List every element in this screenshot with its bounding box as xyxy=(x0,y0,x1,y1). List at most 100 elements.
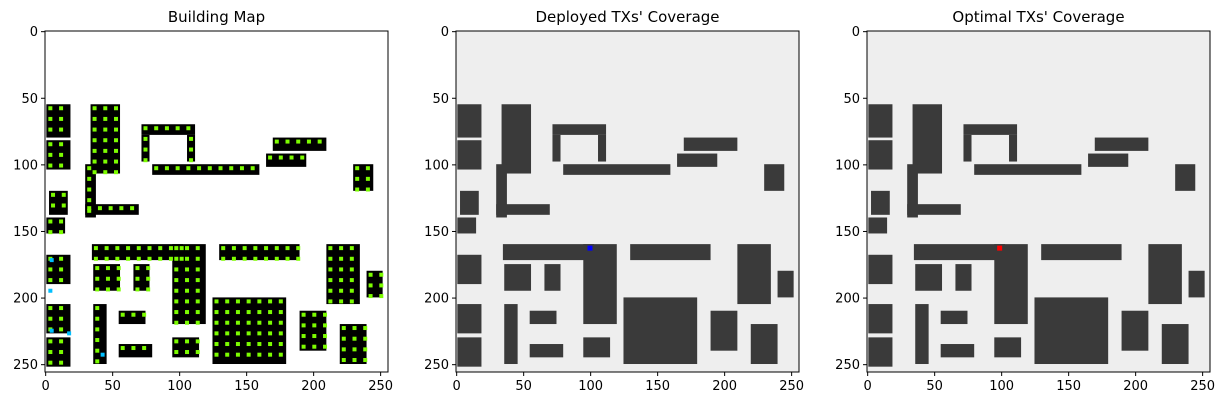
building-16 xyxy=(133,264,150,291)
candidate-point xyxy=(278,320,283,325)
candidate-point xyxy=(268,331,273,336)
candidate-point xyxy=(164,126,169,131)
candidate-point xyxy=(61,192,66,197)
candidate-point xyxy=(143,136,148,141)
candidate-point xyxy=(352,326,357,331)
candidate-point xyxy=(143,158,148,163)
candidate-point xyxy=(174,350,179,355)
candidate-point xyxy=(368,294,373,299)
candidate-point xyxy=(339,256,344,261)
y-tick-label: 150 xyxy=(13,225,38,240)
building-23 xyxy=(1034,297,1109,365)
building-22 xyxy=(583,337,611,358)
candidate-point xyxy=(339,246,344,251)
candidate-point xyxy=(114,138,119,143)
candidate-point xyxy=(257,331,262,336)
candidate-point xyxy=(278,155,283,160)
candidate-point xyxy=(365,176,370,181)
building-22 xyxy=(994,337,1022,358)
candidate-point xyxy=(104,246,109,251)
building-10 xyxy=(907,204,961,215)
candidate-point xyxy=(195,310,200,315)
x-tick-label: 200 xyxy=(1123,379,1148,394)
candidate-point xyxy=(105,276,110,281)
candidate-point xyxy=(253,256,258,261)
candidate-point xyxy=(195,339,200,344)
candidate-point xyxy=(174,256,179,261)
candidate-point xyxy=(368,272,373,277)
candidate-point xyxy=(379,294,384,299)
candidate-point xyxy=(197,166,202,171)
candidate-point xyxy=(146,287,151,292)
candidate-point xyxy=(349,299,354,304)
building-28 xyxy=(1094,137,1149,151)
building-30 xyxy=(353,164,374,191)
candidate-point xyxy=(189,158,194,163)
candidate-point xyxy=(114,159,119,164)
candidate-point xyxy=(185,267,190,272)
candidate-point xyxy=(341,326,346,331)
building-1 xyxy=(457,140,482,170)
building-20 xyxy=(940,310,968,325)
candidate-point xyxy=(92,159,97,164)
candidate-point xyxy=(195,320,200,325)
candidate-point xyxy=(135,276,140,281)
building-16 xyxy=(955,264,972,291)
candidate-point xyxy=(115,246,120,251)
candidate-point xyxy=(59,339,64,344)
building-17 xyxy=(868,304,893,334)
candidate-point xyxy=(116,287,121,292)
candidate-point xyxy=(93,246,98,251)
candidate-point xyxy=(341,347,346,352)
building-19 xyxy=(504,304,518,365)
building-9 xyxy=(907,164,918,218)
candidate-point xyxy=(92,148,97,153)
candidate-point xyxy=(339,267,344,272)
building-11 xyxy=(502,244,595,261)
candidate-point xyxy=(214,320,219,325)
candidate-point xyxy=(257,320,262,325)
candidate-point xyxy=(108,206,113,211)
building-29 xyxy=(677,153,718,167)
candidate-point xyxy=(103,148,108,153)
x-tick-label: 150 xyxy=(645,379,670,394)
candidate-point xyxy=(185,256,190,261)
candidate-point xyxy=(92,170,97,175)
candidate-point xyxy=(235,320,240,325)
building-12 xyxy=(994,244,1028,325)
building-20 xyxy=(529,310,557,325)
candidate-point xyxy=(268,342,273,347)
buildings xyxy=(457,104,794,367)
candidate-point xyxy=(339,299,344,304)
candidate-point xyxy=(312,344,317,349)
candidate-point xyxy=(264,246,269,251)
candidate-point xyxy=(59,350,64,355)
special-point xyxy=(100,352,105,357)
candidate-point xyxy=(59,152,64,157)
candidate-point xyxy=(352,358,357,363)
candidate-point xyxy=(59,278,64,283)
x-tick-label: 0 xyxy=(453,379,461,394)
candidate-point xyxy=(48,163,53,168)
candidate-point xyxy=(142,346,147,351)
candidate-point xyxy=(158,246,163,251)
special-point xyxy=(48,288,53,293)
candidate-point xyxy=(48,267,53,272)
building-23 xyxy=(623,297,698,365)
candidate-point xyxy=(214,342,219,347)
panel-3: 0 50 100 150 200 250 0 50 100 150 200 250 Optimal TX… xyxy=(835,8,1215,394)
y-tick-label: 150 xyxy=(835,225,860,240)
building-28 xyxy=(683,137,738,151)
candidate-point xyxy=(257,342,262,347)
building-3 xyxy=(457,217,477,234)
y-tick-label: 0 xyxy=(30,25,38,40)
candidate-point xyxy=(323,334,328,339)
candidate-point xyxy=(317,139,322,144)
candidate-point xyxy=(95,359,100,364)
candidate-point xyxy=(116,266,121,271)
tx-marker xyxy=(997,245,1003,251)
candidate-point xyxy=(87,166,92,171)
candidate-point xyxy=(95,327,100,332)
x-tick-label: 0 xyxy=(864,379,872,394)
candidate-point xyxy=(185,350,190,355)
